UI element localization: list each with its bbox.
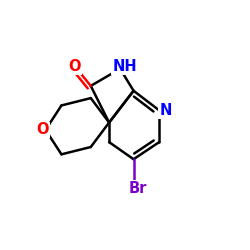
Text: NH: NH	[112, 59, 137, 74]
Text: Br: Br	[129, 181, 147, 196]
Text: N: N	[159, 103, 172, 118]
Text: O: O	[69, 59, 81, 74]
Text: O: O	[36, 122, 49, 138]
